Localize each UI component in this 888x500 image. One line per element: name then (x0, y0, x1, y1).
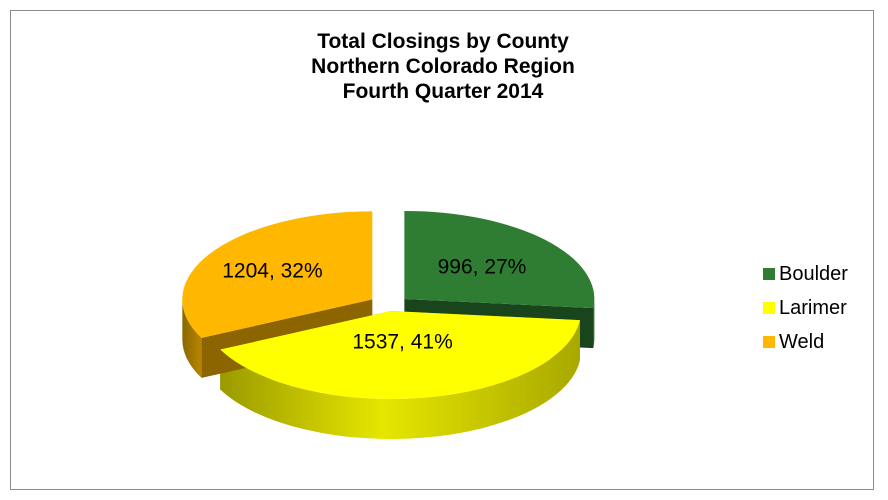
chart-area: Total Closings by County Northern Colora… (10, 10, 874, 490)
legend-label-larimer: Larimer (779, 296, 847, 319)
chart-title-line-3: Fourth Quarter 2014 (342, 80, 544, 103)
legend-label-weld: Weld (779, 330, 825, 353)
data-label-weld: 1204, 32% (222, 259, 322, 282)
data-label-boulder: 996, 27% (438, 256, 527, 279)
legend-label-boulder: Boulder (779, 262, 848, 285)
pie-slice-side-larimer (220, 320, 580, 440)
pie-slice-side-boulder (593, 298, 595, 349)
legend-swatch-larimer (763, 302, 775, 314)
legend: Boulder Larimer Weld (763, 257, 848, 359)
pie-plot: 996, 27% 1537, 41% 1204, 32% (182, 210, 595, 440)
legend-item-larimer: Larimer (763, 291, 848, 325)
legend-item-boulder: Boulder (763, 257, 848, 291)
pie-slice-side-weld (182, 299, 202, 378)
data-label-larimer: 1537, 41% (352, 330, 452, 353)
pie-slice-boulder (404, 210, 595, 309)
pie-slice-larimer (220, 311, 580, 400)
pie-slice-cut-boulder (404, 210, 594, 349)
chart-title-line-1: Total Closings by County (317, 30, 569, 53)
chart-title: Total Closings by County Northern Colora… (11, 29, 875, 104)
legend-swatch-boulder (763, 268, 775, 280)
chart-title-line-2: Northern Colorado Region (311, 55, 575, 78)
legend-item-weld: Weld (763, 325, 848, 359)
legend-swatch-weld (763, 336, 775, 348)
pie-slice-weld (182, 211, 373, 338)
